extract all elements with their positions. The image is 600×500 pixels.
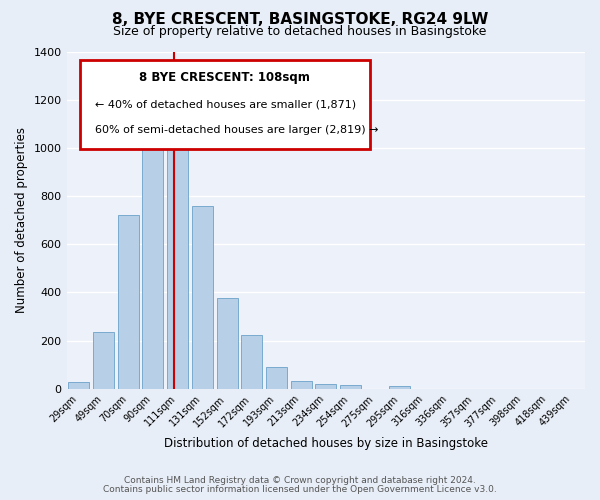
- Bar: [167, 119, 188, 389]
- Text: Contains HM Land Registry data © Crown copyright and database right 2024.: Contains HM Land Registry data © Crown c…: [124, 476, 476, 485]
- Bar: [266, 367, 287, 389]
- Bar: [118, 216, 139, 389]
- Bar: [142, 122, 163, 389]
- Text: 60% of semi-detached houses are larger (2,819) →: 60% of semi-detached houses are larger (…: [95, 126, 379, 136]
- Bar: [192, 206, 213, 389]
- Text: 8 BYE CRESCENT: 108sqm: 8 BYE CRESCENT: 108sqm: [139, 70, 310, 84]
- Bar: [93, 332, 114, 389]
- Bar: [389, 386, 410, 389]
- Bar: [290, 381, 311, 389]
- Y-axis label: Number of detached properties: Number of detached properties: [15, 127, 28, 313]
- Text: Size of property relative to detached houses in Basingstoke: Size of property relative to detached ho…: [113, 25, 487, 38]
- Text: 8, BYE CRESCENT, BASINGSTOKE, RG24 9LW: 8, BYE CRESCENT, BASINGSTOKE, RG24 9LW: [112, 12, 488, 28]
- X-axis label: Distribution of detached houses by size in Basingstoke: Distribution of detached houses by size …: [164, 437, 488, 450]
- Text: Contains public sector information licensed under the Open Government Licence v3: Contains public sector information licen…: [103, 484, 497, 494]
- FancyBboxPatch shape: [80, 60, 370, 150]
- Bar: [241, 334, 262, 389]
- Bar: [315, 384, 336, 389]
- Text: ← 40% of detached houses are smaller (1,871): ← 40% of detached houses are smaller (1,…: [95, 100, 356, 110]
- Bar: [68, 382, 89, 389]
- Bar: [340, 385, 361, 389]
- Bar: [217, 298, 238, 389]
